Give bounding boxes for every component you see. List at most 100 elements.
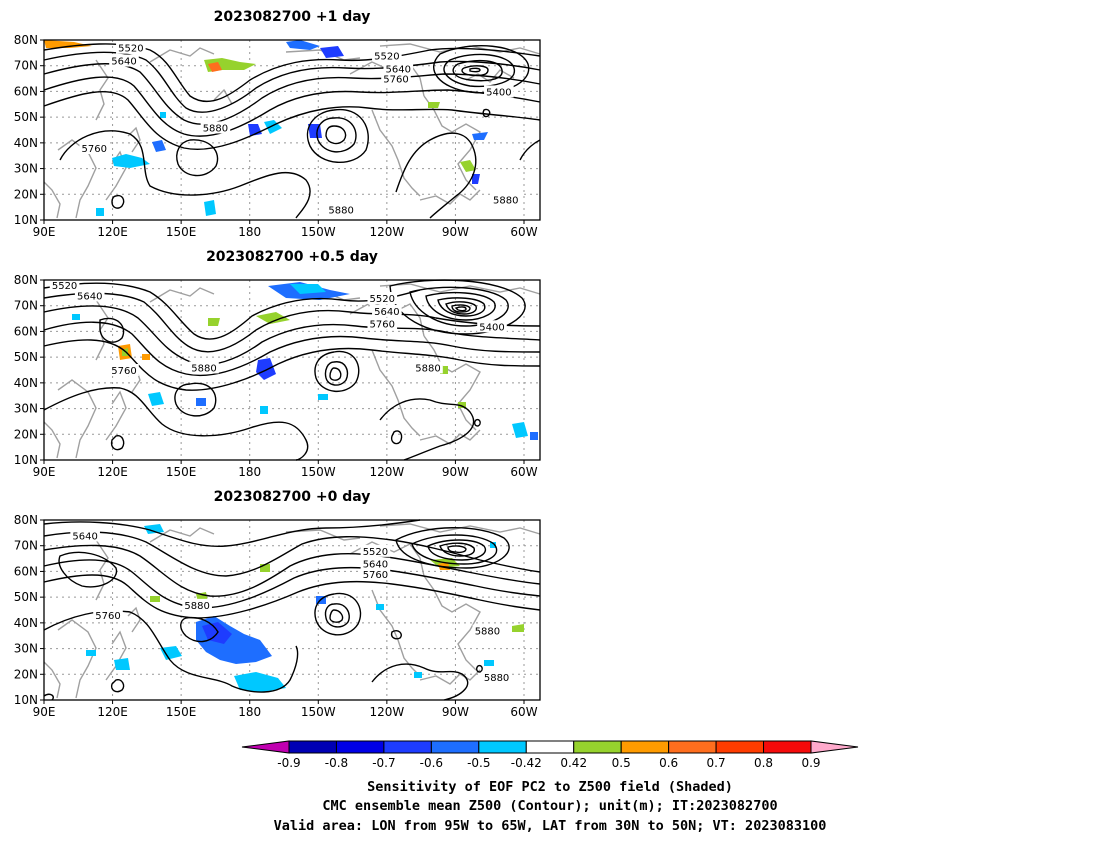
- contour-label-bg: [413, 361, 443, 374]
- contour-label: 5640: [77, 291, 102, 302]
- lon-tick-label: 180: [238, 225, 261, 239]
- lon-tick-label: 150W: [301, 705, 336, 719]
- contour-label: 5880: [484, 673, 509, 684]
- contour-label: 5880: [184, 601, 209, 612]
- panel-3: 2023082700 +0 day 10N 20N 30N 40N 50N 60N 70N 8…: [14, 489, 541, 719]
- contour-label: 5760: [95, 611, 120, 622]
- contour-label: 5880: [415, 363, 440, 374]
- lat-tick-label: 30N: [14, 162, 38, 176]
- contour-label: 5880: [493, 195, 518, 206]
- colorbar-swatch: [763, 740, 812, 754]
- lon-tick-label: 60W: [510, 465, 537, 479]
- lon-tick-labels: 90E 120E 150E 180 150W 120W 90W 60W: [33, 220, 538, 239]
- contour-label-bg: [381, 72, 411, 85]
- contour-label-bg: [360, 557, 391, 570]
- colorbar-swatch: [715, 740, 765, 754]
- contour-label-bg: [372, 49, 402, 62]
- colorbar-tick-label: 0.7: [707, 756, 726, 770]
- lat-tick-label: 10N: [14, 453, 38, 467]
- contour-label: 5760: [370, 320, 395, 331]
- contour-label: 5640: [363, 560, 388, 571]
- lon-tick-label: 120W: [369, 705, 404, 719]
- contour-label: 5760: [111, 366, 136, 377]
- sensitivity-shading: [72, 282, 538, 440]
- colorbar-tick-label: -0.7: [372, 756, 395, 770]
- colorbar-swatch: [288, 740, 337, 754]
- colorbar-tick-label: 0.5: [612, 756, 631, 770]
- lat-tick-label: 20N: [14, 427, 38, 441]
- lat-tick-label: 80N: [14, 273, 38, 287]
- colorbar-tick-label: -0.8: [325, 756, 348, 770]
- contour-label-bg: [472, 624, 503, 637]
- contour-label-bg: [182, 598, 212, 611]
- contour-label-bg: [79, 142, 110, 154]
- colorbar-tick-label: -0.42: [511, 756, 542, 770]
- contour-label-bg: [326, 203, 356, 216]
- lat-tick-labels: 10N 20N 30N 40N 50N 60N 70N 80N: [14, 33, 44, 227]
- contour-label-bg: [116, 41, 146, 54]
- map-frame: [43, 39, 541, 221]
- lat-tick-label: 50N: [14, 110, 38, 124]
- contour-label: 5880: [475, 627, 500, 638]
- colorbar-tick-label: 0.8: [754, 756, 773, 770]
- lon-tick-label: 150E: [166, 705, 197, 719]
- lat-tick-label: 60N: [14, 564, 38, 578]
- lon-tick-label: 150E: [166, 225, 197, 239]
- lat-tick-label: 60N: [14, 84, 38, 98]
- lon-tick-label: 180: [238, 465, 261, 479]
- contour-label-bg: [367, 317, 398, 330]
- map-frame: [43, 279, 541, 461]
- contour-label-bg: [109, 364, 139, 376]
- contour-label-bg: [477, 320, 507, 333]
- lat-tick-label: 10N: [14, 213, 38, 227]
- lon-tick-label: 90E: [33, 465, 56, 479]
- colorbar-high-extend: [810, 740, 859, 754]
- lon-tick-label: 150W: [301, 225, 336, 239]
- contour-label: 5640: [111, 57, 136, 68]
- lon-tick-label: 150E: [166, 465, 197, 479]
- lon-tick-label: 90E: [33, 705, 56, 719]
- lat-tick-label: 70N: [14, 539, 38, 553]
- panel-1: 2023082700 +1 day 10N 20N 30N 40N 50N 60N 70N 8…: [14, 9, 541, 239]
- contour-label: 5520: [374, 51, 399, 62]
- lon-tick-label: 150W: [301, 465, 336, 479]
- contour-label: 5520: [52, 281, 77, 292]
- contour-label: 5640: [374, 307, 399, 318]
- colorbar-swatch: [525, 740, 575, 754]
- contour-label: 5640: [72, 531, 97, 542]
- colorbar-low-extend: [241, 740, 290, 754]
- contour-label-bg: [383, 62, 414, 75]
- lon-tick-label: 120W: [369, 465, 404, 479]
- lat-tick-label: 20N: [14, 187, 38, 201]
- contour-label: 5880: [328, 206, 353, 217]
- lat-tick-label: 40N: [14, 136, 38, 150]
- caption-line-3: Valid area: LON from 95W to 65W, LAT fro…: [274, 818, 827, 834]
- lon-tick-label: 60W: [510, 705, 537, 719]
- lat-tick-label: 50N: [14, 350, 38, 364]
- colorbar: [241, 740, 859, 754]
- contour-label-bg: [360, 568, 391, 580]
- lat-tick-label: 40N: [14, 616, 38, 630]
- lat-tick-label: 10N: [14, 693, 38, 707]
- colorbar-tick-label: -0.6: [420, 756, 443, 770]
- contour-label-bg: [93, 609, 123, 622]
- z500-contours: [43, 43, 541, 219]
- contour-label-bg: [484, 85, 514, 98]
- lon-tick-label: 90E: [33, 225, 56, 239]
- colorbar-swatch: [620, 740, 670, 754]
- lat-tick-label: 70N: [14, 59, 38, 73]
- lon-tick-label: 60W: [510, 225, 537, 239]
- colorbar-swatch: [668, 740, 717, 754]
- lat-tick-label: 20N: [14, 667, 38, 681]
- z500-contours: [43, 519, 541, 701]
- colorbar-tick-label: 0.42: [560, 756, 587, 770]
- colorbar-tick-label: 0.6: [659, 756, 678, 770]
- contour-label: 5880: [203, 123, 228, 134]
- lat-tick-label: 30N: [14, 402, 38, 416]
- lon-tick-label: 120W: [369, 225, 404, 239]
- contour-label-bg: [372, 304, 402, 317]
- contour-label: 5520: [363, 547, 388, 558]
